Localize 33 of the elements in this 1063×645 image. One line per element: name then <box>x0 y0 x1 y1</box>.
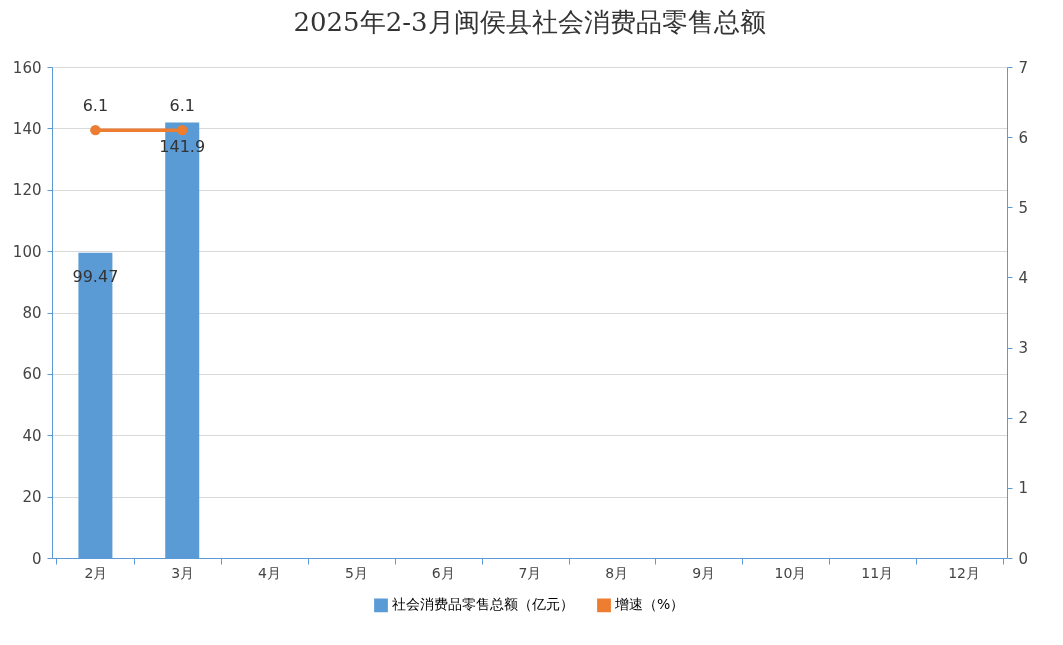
legend-label: 社会消费品零售总额（亿元） <box>392 596 574 613</box>
y-tick-label: 100 <box>12 242 42 261</box>
x-tick-label: 5月 <box>344 564 368 581</box>
chart-title: 2025年2-3月闽侯县社会消费品零售总额 <box>293 7 766 37</box>
x-tick-label: 7月 <box>518 564 542 581</box>
y-tick-label: 20 <box>22 488 42 507</box>
y-tick-label: 40 <box>22 426 42 445</box>
y2-tick-label: 4 <box>1018 268 1029 287</box>
y-tick-label: 140 <box>12 119 42 138</box>
y-tick-label: 0 <box>31 549 42 568</box>
x-tick-label: 4月 <box>258 564 282 581</box>
x-tick-label: 12月 <box>948 564 980 581</box>
y-tick-label: 60 <box>22 365 42 384</box>
x-tick-label: 3月 <box>171 564 195 581</box>
y2-tick-label: 6 <box>1018 128 1029 147</box>
x-tick-label: 9月 <box>692 564 716 581</box>
x-tick-label: 11月 <box>861 564 894 581</box>
y2-tick-label: 1 <box>1018 479 1029 498</box>
y-tick-label: 120 <box>12 181 42 200</box>
x-tick-label: 6月 <box>431 564 455 581</box>
y2-tick-label: 7 <box>1018 58 1029 77</box>
legend-label: 增速（%） <box>614 596 685 613</box>
y-tick-label: 160 <box>12 58 42 77</box>
data-label: 6.1 <box>169 96 195 116</box>
x-tick-label: 2月 <box>84 564 108 581</box>
y2-tick-label: 3 <box>1018 339 1029 358</box>
x-tick-label: 10月 <box>774 564 807 581</box>
y2-tick-label: 0 <box>1018 549 1029 568</box>
x-tick-label: 8月 <box>605 564 629 581</box>
y2-tick-label: 5 <box>1018 198 1029 217</box>
y-tick-label: 80 <box>22 304 42 322</box>
data-label: 6.1 <box>82 96 109 116</box>
y2-tick-label: 2 <box>1018 409 1029 428</box>
